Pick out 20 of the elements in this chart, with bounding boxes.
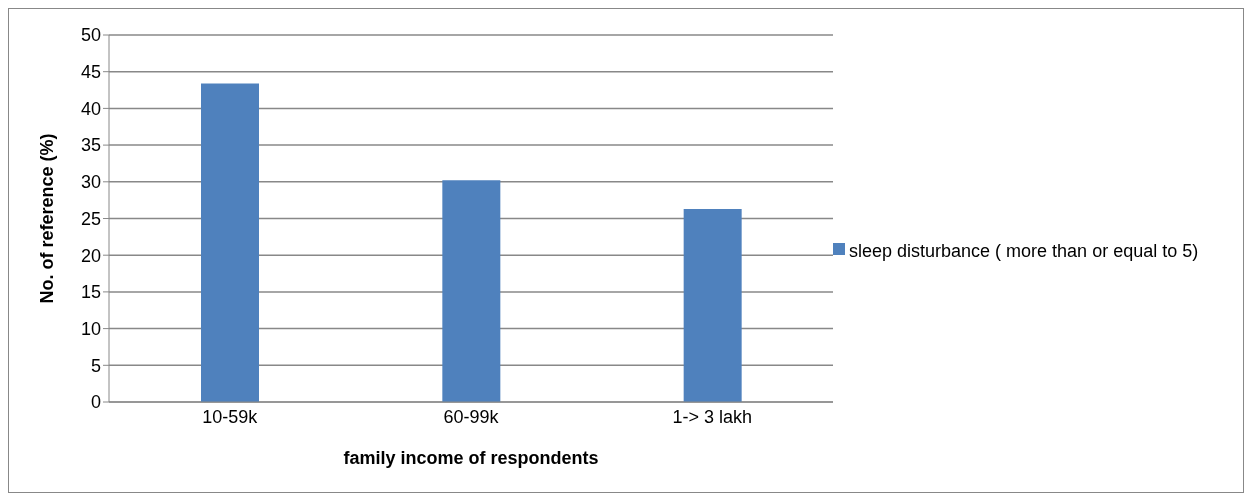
bar bbox=[442, 180, 501, 402]
y-tick-label: 40 bbox=[80, 98, 101, 119]
bar bbox=[201, 83, 259, 402]
x-tick-label: 10-59k bbox=[202, 406, 259, 427]
y-tick-label: 45 bbox=[80, 62, 101, 83]
y-tick-label: 20 bbox=[80, 245, 101, 266]
y-tick-label: 0 bbox=[90, 392, 101, 413]
y-tick-label: 10 bbox=[80, 318, 101, 339]
legend-label: sleep disturbance ( more than or equal to 5) bbox=[849, 239, 1200, 263]
y-tick-label: 25 bbox=[80, 208, 101, 229]
bar bbox=[683, 208, 742, 402]
x-tick-label: 60-99k bbox=[443, 406, 500, 427]
y-tick-label: 5 bbox=[90, 355, 101, 376]
y-tick-label: 50 bbox=[80, 25, 101, 46]
x-tick-label: 1-> 3 lakh bbox=[672, 406, 753, 427]
y-tick-label: 35 bbox=[80, 135, 101, 156]
y-tick-label: 15 bbox=[80, 282, 101, 303]
y-tick-label: 30 bbox=[80, 172, 101, 193]
x-axis-title: family income of respondents bbox=[343, 448, 599, 468]
y-axis-title: No. of reference (%) bbox=[37, 133, 58, 304]
